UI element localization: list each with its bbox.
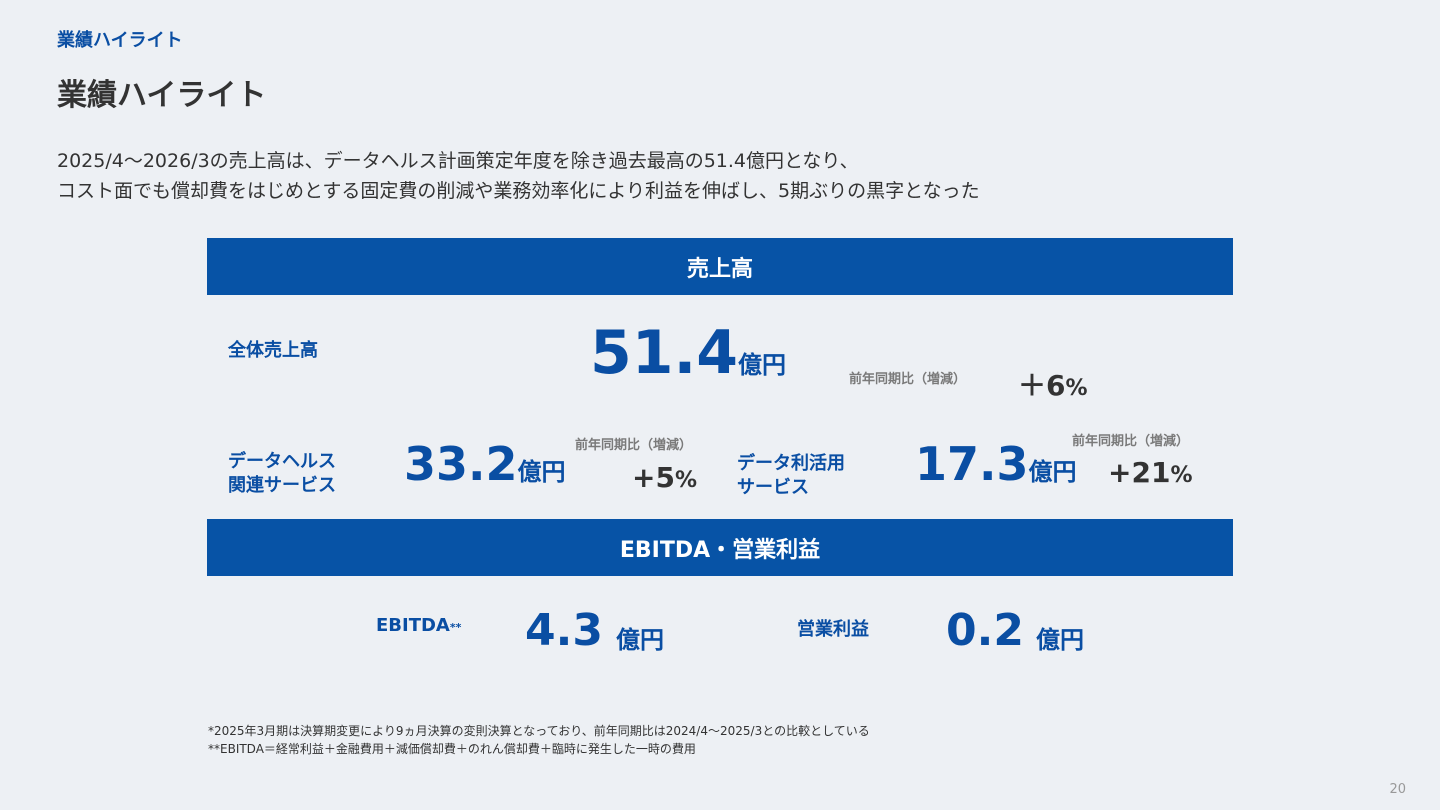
profit-band: EBITDA・営業利益	[207, 519, 1233, 576]
total-revenue-yoy-pct: %	[1065, 376, 1088, 401]
operating-profit-unit: 億円	[1036, 626, 1084, 654]
total-revenue-number: 51.4	[590, 318, 739, 388]
datahealth-yoy-pct: %	[674, 468, 697, 493]
datautil-value: 17.3億円	[915, 437, 1077, 491]
datautil-unit: 億円	[1028, 458, 1077, 486]
datautil-yoy-pct: %	[1170, 463, 1193, 488]
datahealth-yoy-label: 前年同期比（増減）	[575, 438, 693, 453]
datahealth-label-line2: 関連サービス	[228, 475, 336, 496]
footnote-2: **EBITDA＝経常利益＋金融費用＋減価償却費＋のれん償却費＋臨時に発生した一…	[208, 742, 696, 756]
datautil-yoy: +21%	[1108, 456, 1192, 489]
datautil-yoy-label: 前年同期比（増減）	[1072, 434, 1190, 449]
datautil-number: 17.3	[915, 437, 1029, 491]
datautil-label-line2: サービス	[737, 477, 809, 498]
page-title: 業績ハイライト	[57, 78, 267, 113]
datahealth-yoy: +5%	[632, 461, 697, 494]
total-revenue-label: 全体売上高	[228, 340, 318, 361]
datahealth-value: 33.2億円	[404, 437, 566, 491]
datahealth-label: データヘルス 関連サービス	[228, 450, 336, 498]
datautil-label-line1: データ利活用	[737, 453, 845, 474]
revenue-band: 売上高	[207, 238, 1233, 295]
datahealth-yoy-value: +5	[632, 461, 675, 494]
ebitda-number: 4.3	[525, 605, 603, 656]
datahealth-unit: 億円	[517, 458, 566, 486]
footnote-1: *2025年3月期は決算期変更により9ヵ月決算の変則決算となっており、前年同期比…	[208, 724, 870, 738]
datahealth-label-line1: データヘルス	[228, 451, 336, 472]
total-revenue-yoy: ＋6%	[1018, 364, 1088, 404]
ebitda-label: EBITDA**	[376, 615, 461, 636]
operating-profit-label: 営業利益	[797, 619, 869, 640]
total-revenue-yoy-label: 前年同期比（増減）	[849, 372, 967, 387]
total-revenue-unit: 億円	[738, 351, 787, 379]
datautil-yoy-value: +21	[1108, 456, 1171, 489]
ebitda-value: 4.3	[525, 605, 603, 656]
operating-profit-value: 0.2	[946, 605, 1024, 656]
summary-text: 2025/4～2026/3の売上高は、データヘルス計画策定年度を除き過去最高の5…	[57, 146, 980, 206]
section-label: 業績ハイライト	[57, 30, 183, 51]
total-revenue-value: 51.4億円	[590, 318, 786, 388]
ebitda-label-text: EBITDA	[376, 615, 450, 636]
summary-line-1: 2025/4～2026/3の売上高は、データヘルス計画策定年度を除き過去最高の5…	[57, 150, 859, 172]
datahealth-number: 33.2	[404, 437, 518, 491]
operating-profit-number: 0.2	[946, 605, 1024, 656]
ebitda-label-mark: **	[449, 621, 462, 634]
datautil-label: データ利活用 サービス	[737, 452, 845, 500]
ebitda-unit: 億円	[616, 626, 664, 654]
total-revenue-yoy-value: ＋6	[1018, 369, 1066, 402]
summary-line-2: コスト面でも償却費をはじめとする固定費の削減や業務効率化により利益を伸ばし、5期…	[57, 180, 980, 202]
page-number: 20	[1389, 782, 1406, 797]
